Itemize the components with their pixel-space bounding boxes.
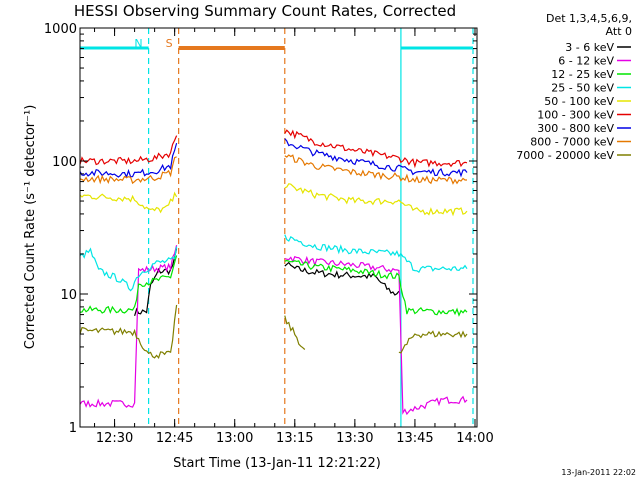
legend-header: Det 1,3,4,5,6,9,	[546, 12, 632, 25]
series-line	[79, 304, 468, 360]
legend-label: 300 - 800 keV	[537, 122, 614, 135]
series-line	[79, 234, 468, 292]
y-axis-label: Corrected Count Rate (s⁻¹ detector⁻¹)	[23, 105, 38, 350]
legend-label: 3 - 6 keV	[565, 41, 614, 54]
axes: 12:30 12:45 13:00 13:15 13:30 13:45 14:00 1 10 10…	[44, 22, 494, 446]
series-line	[134, 248, 400, 316]
x-tick-label: 14:00	[456, 431, 493, 446]
series-line	[79, 154, 467, 185]
legend-header: Att 0	[606, 25, 632, 38]
x-tick-label: 13:45	[396, 431, 433, 446]
chart-title: HESSI Observing Summary Count Rates, Cor…	[74, 2, 456, 20]
legend-label: 6 - 12 keV	[558, 55, 614, 68]
series-line	[79, 138, 468, 179]
legend-label: 12 - 25 keV	[551, 68, 614, 81]
x-tick-label: 13:30	[336, 431, 373, 446]
legend-label: 25 - 50 keV	[551, 82, 614, 95]
series-line	[79, 129, 468, 169]
plot-timestamp: 13-Jan-2011 22:02	[561, 468, 636, 477]
y-tick-label: 100	[52, 155, 77, 170]
x-tick-label: 12:30	[96, 431, 133, 446]
y-tick-label: 1	[69, 421, 77, 436]
plot-frame	[79, 27, 478, 428]
legend-label: 800 - 7000 keV	[530, 136, 614, 149]
series-line	[79, 183, 468, 217]
legend-label: 100 - 300 keV	[537, 109, 614, 122]
y-tick-label: 10	[60, 288, 77, 303]
x-tick-label: 12:45	[156, 431, 193, 446]
saa-label: S	[166, 37, 173, 50]
legend-label: 7000 - 20000 keV	[516, 149, 614, 162]
x-tick-label: 13:15	[276, 431, 313, 446]
y-tick-label: 1000	[44, 22, 77, 37]
legend-label: 50 - 100 keV	[544, 95, 614, 108]
night-label: N	[134, 37, 142, 50]
x-tick-label: 13:00	[216, 431, 253, 446]
series-line	[79, 255, 468, 317]
series-line	[79, 245, 468, 416]
x-axis-label: Start Time (13-Jan-11 12:21:22)	[173, 456, 381, 471]
